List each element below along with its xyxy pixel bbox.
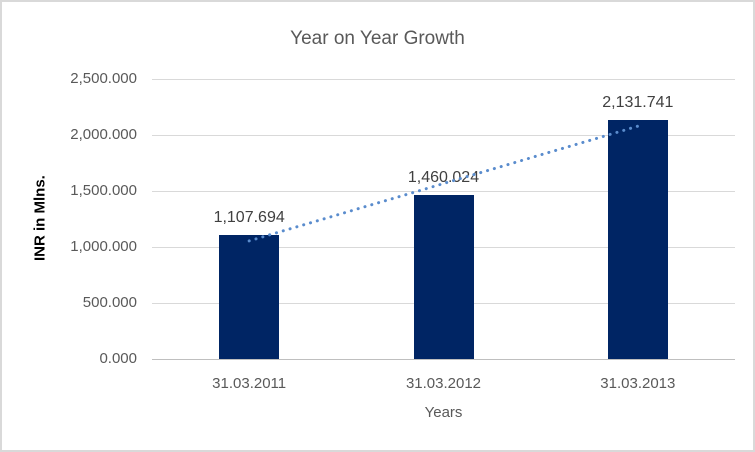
data-label: 1,107.694 <box>213 208 285 226</box>
y-tick-label: 2,500.000 <box>70 70 137 87</box>
x-axis-line <box>152 359 735 360</box>
chart-title: Year on Year Growth <box>290 28 465 49</box>
y-tick-label: 2,000.000 <box>70 126 137 143</box>
gridline <box>152 79 735 80</box>
data-label: 2,131.741 <box>602 94 674 112</box>
y-axis-title: INR in Mlns. <box>31 175 49 261</box>
data-label: 1,460.024 <box>407 169 480 187</box>
y-tick-label: 0.000 <box>99 350 137 367</box>
bar-2011 <box>219 234 280 359</box>
y-tick-label: 1,500.000 <box>70 182 137 199</box>
bar-2013 <box>607 120 668 359</box>
y-tick-label: 1,000.000 <box>70 238 137 255</box>
bar-2012 <box>413 195 474 359</box>
x-tick-label: 31.03.2013 <box>600 375 676 392</box>
y-tick-label: 500.000 <box>82 294 137 311</box>
x-axis-title: Years <box>424 404 463 421</box>
x-tick-label: 31.03.2012 <box>405 375 482 392</box>
x-tick-label: 31.03.2011 <box>212 375 287 392</box>
